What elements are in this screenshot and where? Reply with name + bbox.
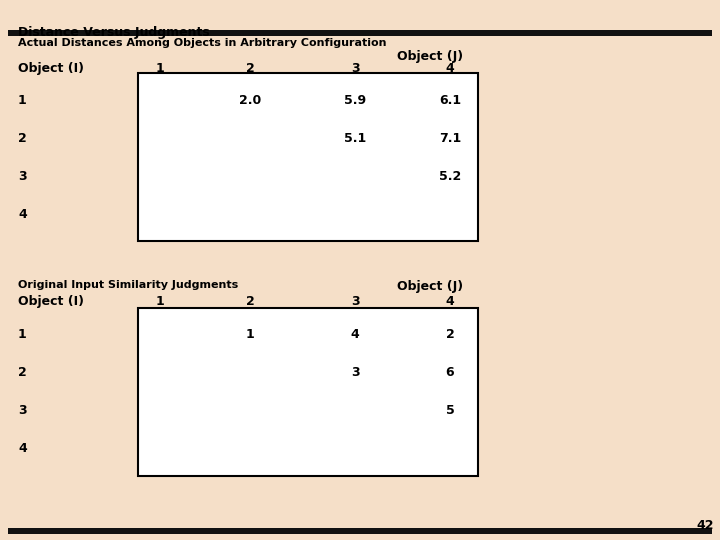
Text: 5.1: 5.1: [344, 132, 366, 145]
Text: 4: 4: [446, 295, 454, 308]
Text: 7.1: 7.1: [439, 132, 461, 145]
Text: 6.1: 6.1: [439, 93, 461, 106]
Text: Object (J): Object (J): [397, 50, 463, 63]
Text: 3: 3: [18, 170, 27, 183]
Text: Actual Distances Among Objects in Arbitrary Configuration: Actual Distances Among Objects in Arbitr…: [18, 38, 387, 48]
Text: 1: 1: [18, 93, 27, 106]
Text: 1: 1: [18, 328, 27, 341]
Text: 5.2: 5.2: [439, 170, 461, 183]
Text: 3: 3: [351, 62, 359, 75]
Text: 4: 4: [18, 442, 27, 456]
Bar: [8, 528, 712, 534]
Text: 1: 1: [156, 295, 164, 308]
Text: Object (I): Object (I): [18, 62, 84, 75]
Text: 3: 3: [351, 367, 359, 380]
Text: 2: 2: [446, 328, 454, 341]
Text: 3: 3: [18, 404, 27, 417]
Text: 5.9: 5.9: [344, 93, 366, 106]
Text: 1: 1: [156, 62, 164, 75]
Text: 4: 4: [18, 207, 27, 220]
Text: 2: 2: [246, 62, 254, 75]
Bar: [138, 73, 478, 241]
Text: Original Input Similarity Judgments: Original Input Similarity Judgments: [18, 280, 238, 290]
Text: 2: 2: [246, 295, 254, 308]
Text: 4: 4: [446, 62, 454, 75]
Text: Object (J): Object (J): [397, 280, 463, 293]
Text: Distance Versus Judgments: Distance Versus Judgments: [18, 26, 210, 39]
Text: 42: 42: [696, 519, 714, 532]
Text: 2: 2: [18, 132, 27, 145]
Text: Object (I): Object (I): [18, 295, 84, 308]
Bar: [8, 30, 712, 36]
Text: 1: 1: [246, 328, 254, 341]
Text: 3: 3: [351, 295, 359, 308]
Text: 5: 5: [446, 404, 454, 417]
Text: 6: 6: [446, 367, 454, 380]
Text: 2: 2: [18, 367, 27, 380]
Text: 2.0: 2.0: [239, 93, 261, 106]
Bar: [138, 308, 478, 476]
Text: 4: 4: [351, 328, 359, 341]
